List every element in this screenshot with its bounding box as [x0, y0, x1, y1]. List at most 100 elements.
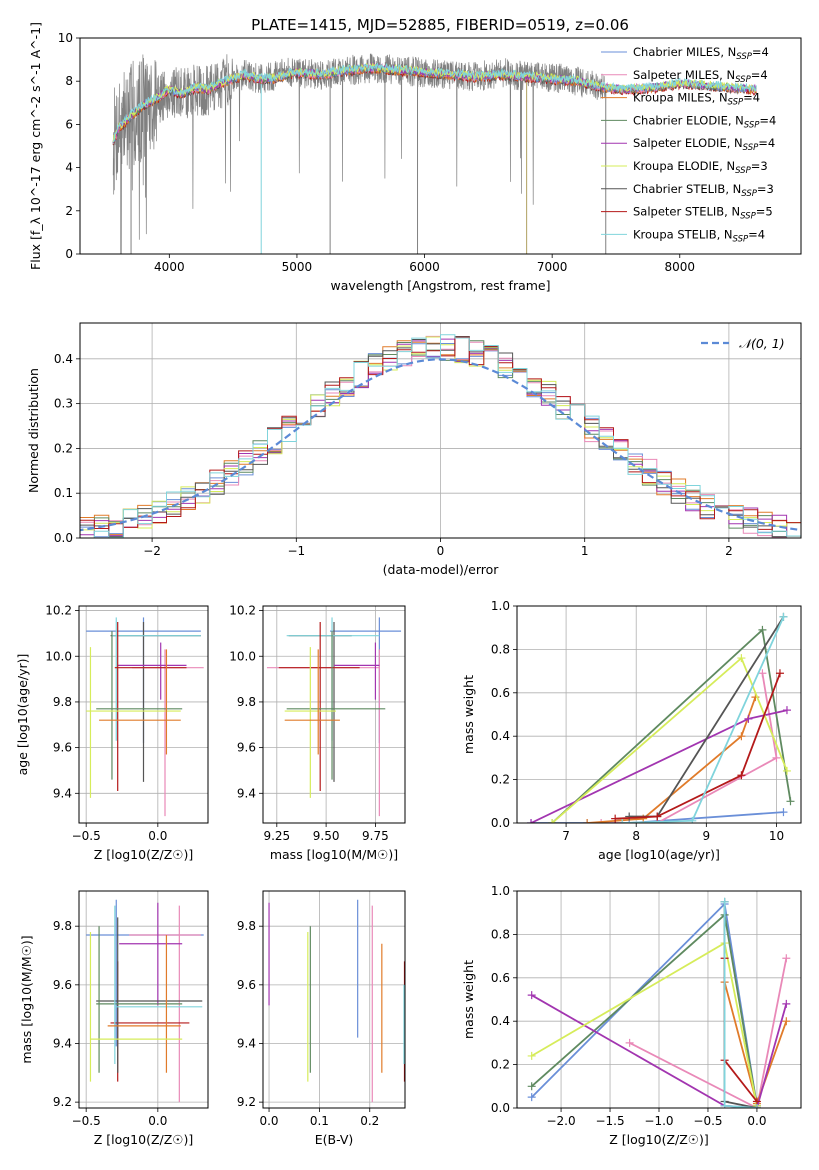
age-vs-Z-frame [78, 605, 209, 824]
legend-entry: Chabrier STELIB, NSSP=3 [633, 182, 774, 199]
x-tick-label: 8 [632, 829, 640, 843]
legend-subscript: SSP [733, 234, 749, 244]
y-axis-label: age [log10(age/yr)] [15, 654, 30, 776]
y-tick-label: 0.4 [491, 729, 510, 743]
y-tick-label: 0.3 [54, 397, 73, 411]
mass-weight-marker [548, 819, 557, 823]
y-tick-label: 0.8 [491, 927, 510, 941]
mass-weight-marker [775, 669, 784, 678]
y-tick-label: 0.4 [491, 1014, 510, 1028]
age-vs-mass-frame [262, 605, 406, 824]
age-vs-mass-axes: 9.25 9.50 9.75 9.4 9.6 9.8 10.0 10.2 mass [log10… [229, 604, 406, 862]
y-tick-label: 9.8 [53, 695, 72, 709]
mass-weight-marker [527, 1082, 536, 1091]
mass-vs-EBV-axes: 0.0 0.1 0.2 9.2 9.4 9.6 9.8 E(B-V) [237, 890, 406, 1147]
x-tick-label: 0.1 [310, 1114, 329, 1128]
x-tick-label: 1 [581, 544, 589, 558]
y-tick-label: 9.4 [53, 1036, 72, 1050]
x-tick-label: −2 [143, 544, 161, 558]
model-spectrum-line [112, 62, 757, 143]
y-tick-label: 9.2 [237, 1095, 256, 1109]
x-tick-label: 0.0 [148, 1114, 167, 1128]
massweight-vs-age-axes: 7 8 9 10 0.0 0.2 0.4 0.6 0.8 1.0 age [log10(age/yr… [461, 599, 802, 862]
x-tick-label: 5000 [282, 260, 313, 274]
mass-vs-EBV-frame [262, 890, 406, 1109]
x-tick-label: 0.0 [148, 829, 167, 843]
residuals-axes: −2 −1 0 1 2 0.0 0.1 0.2 0.3 0.4 (data-model)/error… [26, 322, 802, 577]
mass-weight-marker [618, 819, 627, 823]
model-spectrum-line [112, 62, 757, 143]
y-tick-label: 0.4 [54, 352, 73, 366]
x-tick-label: 9.25 [263, 829, 290, 843]
mass-weight-line [615, 672, 781, 820]
mass-weight-marker [758, 625, 767, 634]
x-tick-label: 2 [725, 544, 733, 558]
x-tick-label: 0.0 [259, 1114, 278, 1128]
legend-value: =5 [756, 205, 773, 219]
x-tick-label: 9.50 [313, 829, 340, 843]
mass-weight-marker [772, 753, 781, 762]
mass-weight-marker [737, 732, 746, 741]
x-axis-label: E(B-V) [315, 1132, 354, 1147]
y-tick-label: 0.0 [491, 1101, 510, 1115]
figure-title: PLATE=1415, MJD=52885, FIBERID=0519, z=0… [251, 16, 629, 34]
y-tick-label: 0.2 [491, 773, 510, 787]
x-tick-label: 4000 [154, 260, 185, 274]
y-tick-label: 9.4 [237, 786, 256, 800]
mass-weight-marker [527, 819, 536, 823]
mass-weight-marker [779, 612, 788, 621]
y-tick-label: 0.2 [54, 441, 73, 455]
legend-subscript: SSP [735, 166, 751, 176]
x-tick-label: −0.5 [72, 829, 101, 843]
y-axis-label: mass weight [461, 960, 476, 1039]
y-axis-label: mass weight [461, 675, 476, 754]
mass-weight-marker [527, 1051, 536, 1060]
y-tick-label: 0.6 [491, 686, 510, 700]
y-tick-label: 9.6 [53, 978, 72, 992]
mass-weight-marker [720, 1101, 729, 1108]
x-tick-label: −1 [287, 544, 305, 558]
legend-entry: Salpeter MILES, NSSP=4 [633, 68, 768, 85]
mass-weight-marker [720, 897, 729, 906]
x-tick-label: 9.75 [362, 829, 389, 843]
y-tick-label: 0.8 [491, 642, 510, 656]
residual-legend: 𝒩(0, 1) [701, 336, 785, 351]
residuals-plot-area [80, 334, 801, 538]
y-tick-label: 9.2 [53, 1095, 72, 1109]
y-tick-label: 9.6 [237, 978, 256, 992]
mass-weight-marker [688, 816, 697, 823]
mass-weight-marker [782, 706, 791, 715]
y-tick-label: 0.2 [491, 1058, 510, 1072]
y-tick-label: 9.6 [53, 741, 72, 755]
y-tick-label: 9.8 [237, 919, 256, 933]
massweight-vs-age-plot-area [527, 612, 795, 823]
x-axis-label: Z [log10(Z/Z☉)] [94, 1132, 194, 1147]
legend-value: =4 [748, 227, 765, 241]
mass-weight-marker [625, 812, 634, 821]
legend-entry: Salpeter STELIB, NSSP=5 [633, 205, 773, 222]
y-tick-label: 6 [65, 117, 73, 131]
mass-weight-marker [737, 771, 746, 780]
mass-weight-marker [782, 954, 791, 963]
spectrum-axes: 4000 5000 6000 7000 8000 0 2 4 6 8 10 wavelength [A… [28, 22, 802, 293]
mass-weight-line [629, 958, 788, 1108]
legend-entry: Chabrier ELODIE, NSSP=4 [633, 113, 776, 130]
massweight-vs-Z-axes: −2.0 −1.5 −1.0 −0.5 0.0 0.0 0.2 0.4 0.6 0.8 1.0 Z [… [461, 884, 802, 1147]
spectrum-frame [79, 37, 802, 255]
mass-weight-marker [527, 1093, 536, 1102]
residual-histogram [80, 334, 801, 538]
legend-value: =4 [752, 45, 769, 59]
y-axis-label: Flux [f_λ 10^-17 erg cm^-2 s^-1 A^-1] [28, 22, 43, 270]
legend-value: =4 [758, 136, 775, 150]
legend-entry: Salpeter ELODIE, NSSP=4 [633, 136, 775, 153]
legend-value: =4 [743, 91, 760, 105]
mass-weight-line [601, 673, 778, 823]
mass-weight-marker [752, 1104, 761, 1108]
x-tick-label: 0.2 [360, 1114, 379, 1128]
x-tick-label: −1.5 [595, 1114, 624, 1128]
legend-entry: Chabrier MILES, NSSP=4 [633, 45, 769, 62]
x-axis-label: Z [log10(Z/Z☉)] [609, 1132, 709, 1147]
y-tick-label: 10.0 [229, 649, 256, 663]
